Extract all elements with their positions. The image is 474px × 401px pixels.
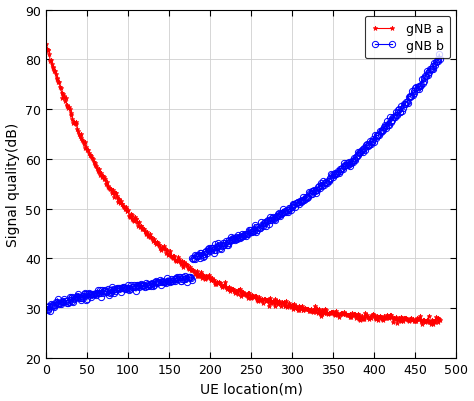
gNB b bbox=[189, 256, 195, 261]
gNB b bbox=[418, 84, 423, 89]
Line: gNB b: gNB b bbox=[189, 52, 443, 262]
gNB a bbox=[401, 316, 407, 321]
Legend: gNB a, gNB b: gNB a, gNB b bbox=[365, 17, 450, 59]
gNB b bbox=[190, 257, 196, 261]
gNB a bbox=[333, 308, 338, 313]
Y-axis label: Signal quality(dB): Signal quality(dB) bbox=[6, 122, 19, 246]
gNB a bbox=[264, 299, 269, 304]
Line: gNB a: gNB a bbox=[44, 42, 442, 327]
gNB b bbox=[437, 57, 443, 62]
gNB b bbox=[270, 215, 276, 220]
gNB b bbox=[391, 115, 397, 119]
X-axis label: UE location(m): UE location(m) bbox=[200, 381, 302, 395]
gNB b bbox=[424, 69, 430, 74]
gNB b bbox=[426, 71, 431, 76]
gNB a bbox=[283, 304, 288, 308]
gNB a bbox=[437, 318, 443, 322]
gNB a bbox=[210, 276, 215, 281]
gNB b bbox=[437, 53, 442, 57]
gNB a bbox=[43, 42, 49, 47]
gNB b bbox=[362, 148, 368, 153]
gNB a bbox=[166, 252, 172, 257]
gNB a bbox=[428, 322, 434, 327]
